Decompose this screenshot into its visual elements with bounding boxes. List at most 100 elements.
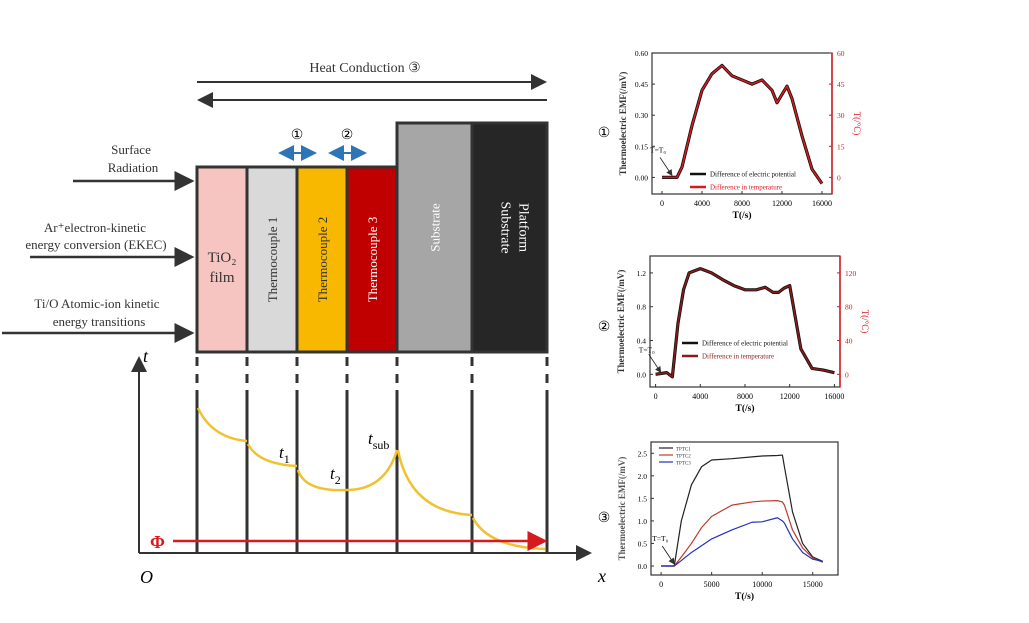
x-axis-label: T(/s)	[735, 591, 754, 602]
layer-label: Substrate	[498, 201, 513, 253]
x-tick-label: 0	[660, 199, 664, 208]
layer-4	[345, 165, 399, 354]
chart-marker: ①	[598, 126, 611, 141]
marker-2: ②	[341, 128, 354, 143]
y-tick-label: 0.60	[635, 49, 648, 58]
y-axis-label: Thermoelectric EMF(/mV)	[618, 72, 628, 176]
layer-label-2: film	[210, 270, 235, 286]
y-right-tick-label: 0	[837, 173, 841, 182]
legend-label: Difference of electric potential	[702, 340, 788, 348]
y-tick-label: 1.0	[638, 517, 648, 526]
x-tick-label: 10000	[752, 580, 772, 589]
layer-label: Thermocouple 3	[365, 217, 380, 303]
chart-marker: ②	[598, 320, 611, 335]
x-tick-label: 12000	[772, 199, 792, 208]
y-tick-label: 0.45	[635, 80, 648, 89]
x-tick-label: 8000	[737, 392, 753, 401]
t-axis-label: t	[143, 346, 149, 366]
x-axis-label: T(/s)	[733, 210, 752, 221]
chart-1: ① 0 4000 8000 12000 16000 0.00 0.15 0.30 0.45 0.60…	[598, 49, 862, 221]
t2-label: t2	[330, 464, 341, 487]
y-tick-label: 0.0	[637, 370, 647, 379]
y-right-label: T(/°C)	[852, 112, 862, 136]
y-right-tick-label: 120	[845, 269, 857, 278]
legend-label: TPTC2	[676, 455, 691, 460]
layer-5	[395, 121, 474, 354]
input-3-line2: energy transitions	[53, 314, 146, 329]
origin-label: O	[140, 567, 153, 587]
layer-label: Substrate	[428, 203, 443, 252]
annotation-label: T=T₀	[639, 345, 655, 354]
layer-label: TiO₂	[208, 250, 237, 266]
x-tick-label: 16000	[812, 199, 832, 208]
chart-2: ② 0 4000 8000 12000 16000 0.0 0.4 0.8 1.2 0 40 80 120…	[598, 255, 870, 414]
y-tick-label: 0.0	[638, 562, 648, 571]
x-tick-label: 15000	[803, 580, 823, 589]
y-tick-label: 0.8	[637, 303, 647, 312]
legend-label: TPTC1	[676, 448, 691, 453]
input-1-line1: Surface	[111, 142, 151, 157]
charts: ①0 4000 8000 12000 160000.000.150.300.450.60…	[598, 49, 870, 602]
x-tick-label: 8000	[734, 199, 750, 208]
y-tick-label: 2.5	[638, 449, 648, 458]
annotation-label: T=T₀	[652, 534, 668, 543]
x-tick-label: 4000	[694, 199, 710, 208]
y-tick-label: 2.0	[638, 472, 648, 481]
marker-1: ①	[291, 128, 304, 143]
annotation-label: T=T₀	[650, 145, 666, 154]
annotation-arrow	[661, 545, 675, 565]
x-axis-label: x	[597, 566, 606, 586]
series-line-tptc3	[661, 517, 823, 567]
y-right-tick-label: 40	[845, 337, 853, 346]
series-line-difference-in-temperature	[655, 267, 835, 378]
legend-label: Difference in temperature	[702, 353, 774, 361]
layer-label: Thermocouple 2	[315, 217, 330, 303]
x-tick-label: 4000	[692, 392, 708, 401]
series-line-tptc1	[661, 454, 824, 567]
y-tick-label: 0.30	[635, 111, 648, 120]
input-2-line1: Ar⁺electron-kinetic	[44, 220, 146, 235]
layer-1	[195, 165, 249, 354]
layer-label: Thermocouple 1	[265, 217, 280, 303]
annotation-arrow	[648, 354, 662, 373]
y-right-tick-label: 45	[837, 80, 845, 89]
y-right-tick-label: 30	[837, 111, 845, 120]
series-line-difference-of-electric-potential	[662, 63, 824, 185]
y-tick-label: 0.4	[637, 337, 647, 346]
y-tick-label: 0.5	[638, 539, 648, 548]
flux-label: Φ	[150, 532, 165, 552]
y-tick-label: 1.2	[637, 269, 647, 278]
y-tick-label: 1.5	[638, 494, 648, 503]
t1-label: t1	[279, 443, 290, 466]
y-right-tick-label: 60	[837, 49, 845, 58]
x-tick-label: 0	[654, 392, 658, 401]
y-right-label: T(/°C)	[860, 310, 870, 334]
y-right-tick-label: 80	[845, 303, 853, 312]
tsub-label: tsub	[368, 429, 389, 452]
y-tick-label: 0.00	[635, 173, 648, 182]
x-axis-label: T(/s)	[736, 403, 755, 414]
annotation-arrow	[659, 157, 673, 177]
layer-2	[245, 165, 299, 354]
x-tick-label: 5000	[704, 580, 720, 589]
y-right-tick-label: 0	[845, 370, 849, 379]
input-2-line2: energy conversion (EKEC)	[25, 237, 166, 252]
y-axis-label: Thermoelectric EMF(/mV)	[616, 270, 626, 374]
y-right-tick-label: 15	[837, 142, 845, 151]
legend-label: TPTC3	[676, 462, 691, 467]
x-tick-label: 16000	[824, 392, 844, 401]
layer-6	[470, 121, 549, 354]
chart-3: ③ 0 5000 10000 15000 0.0 0.5 1.0 1.5 2.0 2.5 T(/s) T…	[598, 441, 839, 602]
plot-frame	[650, 441, 839, 576]
temperature-curve	[196, 407, 546, 551]
layer-stack: TiO₂ film Thermocouple 1 Thermocouple 2 Ther…	[195, 121, 549, 354]
y-tick-label: 0.15	[635, 142, 648, 151]
series-line-difference-in-temperature	[662, 64, 823, 185]
legend-label: Difference of electric potential	[710, 171, 796, 179]
series-line-tptc2	[661, 500, 824, 567]
y-axis-label: Thermoelectric EMF(/mV)	[617, 457, 627, 561]
input-1-line2: Radiation	[108, 160, 159, 175]
